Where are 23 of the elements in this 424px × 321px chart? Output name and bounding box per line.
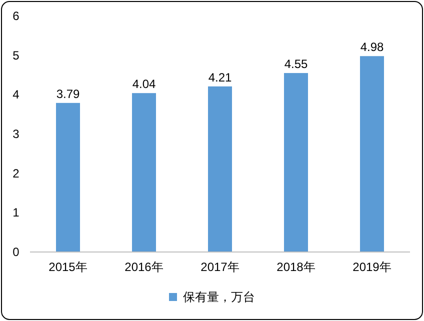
- y-tick-label: 3: [12, 127, 20, 141]
- bar: [208, 86, 232, 252]
- y-tick-label: 5: [12, 48, 20, 62]
- y-tick-label: 6: [12, 9, 20, 23]
- x-tick-label: 2019年: [352, 260, 392, 274]
- x-tick-label: 2017年: [200, 260, 240, 274]
- bar: [360, 56, 384, 252]
- y-tick-label: 2: [12, 166, 20, 180]
- data-label: 4.98: [360, 40, 384, 54]
- legend-label: 保有量，万台: [183, 290, 255, 304]
- bar: [132, 93, 156, 252]
- data-label: 4.04: [132, 77, 156, 92]
- data-label: 4.21: [208, 70, 232, 84]
- x-tick-label: 2015年: [48, 260, 88, 274]
- y-tick-label: 0: [12, 245, 20, 259]
- x-tick-label: 2018年: [276, 260, 316, 274]
- x-tick-label: 2016年: [124, 260, 164, 274]
- bar: [284, 73, 308, 252]
- y-tick-label: 4: [12, 88, 20, 102]
- data-label: 4.55: [284, 57, 308, 72]
- y-tick-label: 1: [12, 206, 20, 220]
- bar: [56, 102, 80, 252]
- data-label: 3.79: [56, 86, 80, 101]
